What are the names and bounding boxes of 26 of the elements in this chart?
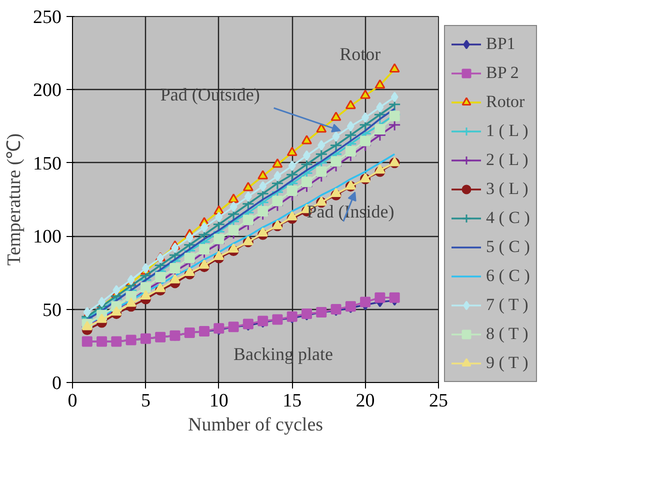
- x-tick-label: 10: [209, 390, 228, 412]
- x-tick-label: 25: [429, 390, 448, 412]
- legend-label: 2 ( L ): [486, 149, 528, 171]
- legend-label: BP1: [486, 33, 516, 55]
- legend-label: 7 ( T ): [486, 294, 528, 316]
- x-tick-label: 20: [356, 390, 375, 412]
- legend-label: 3 ( L ): [486, 178, 528, 200]
- x-tick-label: 5: [140, 390, 150, 412]
- y-tick-label: 0: [52, 373, 62, 394]
- y-axis-title: Temperature (℃): [4, 133, 25, 266]
- y-tick-label: 100: [33, 226, 62, 248]
- legend-label: 8 ( T ): [486, 323, 528, 345]
- legend-label: 6 ( C ): [486, 265, 530, 287]
- y-tick-label: 150: [33, 153, 62, 174]
- y-tick-label: 200: [33, 80, 62, 102]
- x-tick-label: 15: [282, 390, 302, 412]
- x-tick-label: 0: [68, 390, 78, 412]
- legend-label: Rotor: [486, 91, 525, 113]
- legend-label: 5 ( C ): [486, 236, 530, 258]
- y-tick-label: 250: [33, 7, 62, 28]
- legend-label: 9 ( T ): [486, 352, 528, 374]
- legend-label: BP 2: [486, 62, 519, 84]
- legend-label: 1 ( L ): [486, 120, 528, 142]
- y-tick-label: 50: [42, 300, 62, 321]
- legend-label: 4 ( C ): [486, 207, 530, 229]
- x-axis-title: Number of cycles: [188, 414, 324, 436]
